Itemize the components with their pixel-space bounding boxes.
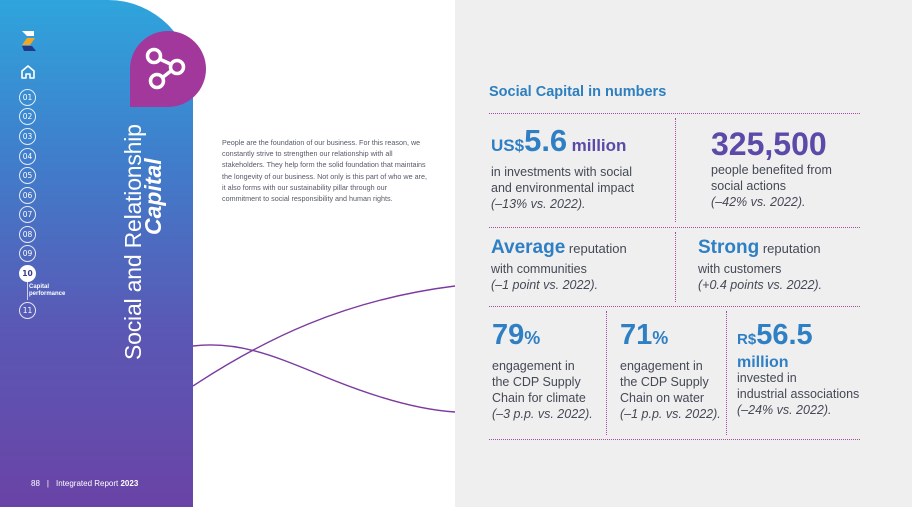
stat-reputation-communities: Average reputation with communities (–1 …: [491, 236, 671, 293]
nav-chapter-11[interactable]: 11: [19, 302, 36, 319]
currency-prefix: R$: [737, 331, 757, 348]
page-footer: 88 | Integrated Report 2023: [31, 479, 138, 488]
report-name: Integrated Report: [55, 479, 121, 488]
stat-value: 79: [492, 319, 525, 351]
divider-row2: [489, 306, 860, 307]
stat-value: 56.5: [756, 319, 813, 351]
nav-chapter-04[interactable]: 04: [19, 148, 36, 165]
stat-value: 71: [620, 319, 653, 351]
nav-sub-divider: [27, 282, 28, 300]
stat-value: Strong: [698, 237, 760, 258]
panel-title: Social Capital in numbers: [489, 84, 667, 100]
chapter-title: Social and Relationship Capital: [120, 120, 182, 360]
stat-label: reputation: [759, 241, 821, 256]
stat-desc-line1: people benefited from: [711, 163, 832, 177]
stats-panel: [455, 0, 912, 507]
stat-desc-line1: in investments with social: [491, 165, 633, 179]
stat-percent: %: [652, 328, 669, 348]
intro-paragraph: People are the foundation of our busines…: [222, 138, 427, 204]
report-year: 2023: [120, 479, 139, 488]
stat-unit: million: [571, 136, 627, 155]
nav-chapter-01[interactable]: 01: [19, 89, 36, 106]
nav-chapter-08[interactable]: 08: [19, 226, 36, 243]
nav-subsection-capital-performance[interactable]: Capital performance: [29, 284, 66, 297]
divider-col-row3b: [726, 311, 727, 435]
nav-chapter-07[interactable]: 07: [19, 206, 36, 223]
divider-bottom: [489, 439, 860, 440]
divider-col-row1: [675, 118, 676, 222]
stat-associations: R$56.5 million invested in industrial as…: [737, 317, 877, 418]
stat-value: 5.6: [524, 123, 568, 158]
stat-note: (–42% vs. 2022).: [711, 195, 806, 209]
stat-cdp-water: 71% engagement in the CDP Supply Chain o…: [620, 317, 724, 422]
chapter-title-line1: Social and Relationship: [120, 124, 146, 360]
nav-chapter-02[interactable]: 02: [19, 108, 36, 125]
stat-label: reputation: [565, 241, 627, 256]
stat-beneficiaries: 325,500 people benefited from social act…: [711, 126, 861, 210]
logo-icon: [22, 31, 36, 51]
nav-chapter-10-active[interactable]: 10: [19, 265, 36, 282]
divider-top: [489, 113, 860, 114]
divider-col-row3a: [606, 311, 607, 435]
stat-desc-line3: Chain on water: [620, 391, 705, 405]
chapter-navigation: 01 02 03 04 05 06 07 08 09 10 Capital pe…: [0, 0, 65, 507]
page-number: 88: [31, 479, 40, 488]
stat-desc-line1: engagement in: [620, 359, 703, 373]
stat-reputation-customers: Strong reputation with customers (+0.4 p…: [698, 236, 858, 293]
stat-desc-line2: the CDP Supply: [492, 375, 581, 389]
stat-unit: million: [737, 354, 789, 371]
nav-chapter-06[interactable]: 06: [19, 187, 36, 204]
stat-desc-line2: industrial associations: [737, 387, 860, 401]
divider-col-row2: [675, 232, 676, 302]
stat-desc-line2: the CDP Supply: [620, 375, 709, 389]
stat-percent: %: [524, 328, 541, 348]
stat-cdp-climate: 79% engagement in the CDP Supply Chain f…: [492, 317, 604, 422]
divider-row1: [489, 227, 860, 228]
stat-note: (+0.4 points vs. 2022).: [698, 278, 823, 292]
stat-desc-line3: Chain for climate: [492, 391, 586, 405]
network-icon: [145, 47, 186, 90]
stat-desc-line2: social actions: [711, 179, 787, 193]
stat-note: (–1 p.p. vs. 2022).: [620, 407, 721, 421]
stat-value: 325,500: [711, 126, 827, 162]
decorative-waves: [193, 285, 455, 413]
stat-note: (–3 p.p. vs. 2022).: [492, 407, 593, 421]
home-icon[interactable]: [20, 64, 36, 80]
stat-value: Average: [491, 237, 566, 258]
nav-chapter-03[interactable]: 03: [19, 128, 36, 145]
stat-note: (–13% vs. 2022).: [491, 197, 586, 211]
stat-desc: with communities: [491, 262, 587, 276]
stat-desc: with customers: [698, 262, 782, 276]
stat-note: (–24% vs. 2022).: [737, 403, 832, 417]
nav-chapter-05[interactable]: 05: [19, 167, 36, 184]
stat-desc-line1: invested in: [737, 371, 797, 385]
nav-chapter-09[interactable]: 09: [19, 245, 36, 262]
stat-desc-line1: engagement in: [492, 359, 575, 373]
stat-investment: US$5.6 million in investments with socia…: [491, 124, 671, 212]
stat-desc-line2: and environmental impact: [491, 181, 635, 195]
currency-prefix: US$: [491, 136, 525, 155]
chapter-badge: [130, 31, 206, 107]
stat-note: (–1 point vs. 2022).: [491, 278, 599, 292]
footer-separator: |: [46, 479, 49, 488]
